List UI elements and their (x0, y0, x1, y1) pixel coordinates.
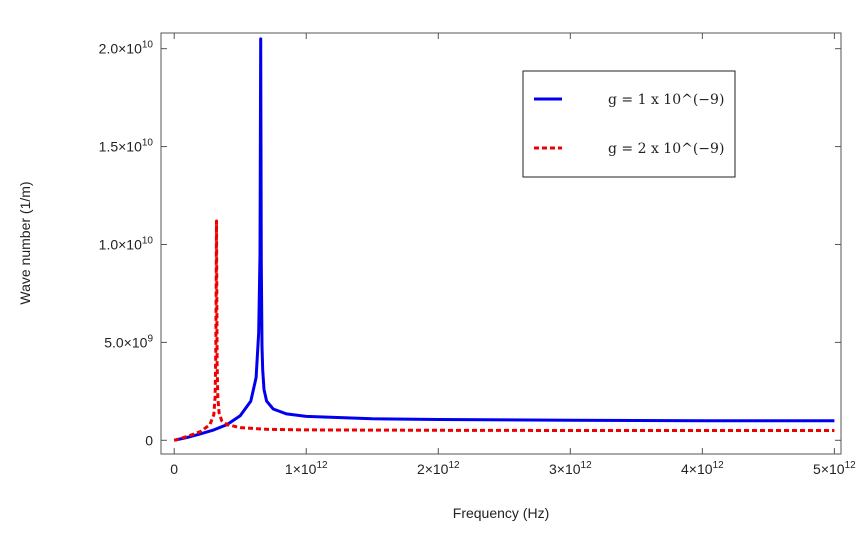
series-lines (173, 37, 835, 442)
x-tick-exponent: 12 (316, 460, 328, 471)
x-tick-label: 1×1012 (285, 460, 328, 477)
x-tick-label: 0 (170, 461, 178, 477)
axis-ticks: 0 1×1012 2×1012 3×1012 4×1012 5×1012 0 5.0×109 1… (99, 33, 856, 477)
y-tick-exponent: 10 (142, 235, 154, 246)
plot-frame (160, 32, 842, 455)
x-tick-exponent: 12 (448, 460, 460, 471)
series-line-1 (173, 37, 835, 442)
x-tick-label: 2×1012 (417, 460, 460, 477)
legend-label-series-2: g = 2 x 10^(−9) (608, 141, 724, 157)
y-tick-exponent: 10 (142, 40, 154, 51)
x-tick-exponent: 12 (713, 460, 725, 471)
y-tick-exponent: 9 (147, 333, 153, 344)
y-tick-label: 2.0×1010 (99, 40, 154, 57)
x-tick-label: 5×1012 (813, 460, 856, 477)
y-axis-title: Wave number (1/m) (17, 181, 33, 304)
x-tick-label: 4×1012 (681, 460, 724, 477)
y-tick-label: 5.0×109 (104, 333, 153, 350)
x-tick-exponent: 12 (845, 460, 857, 471)
y-tick-label: 0 (145, 432, 153, 448)
y-tick-label: 1.5×1010 (99, 138, 154, 155)
x-tick-label: 3×1012 (549, 460, 592, 477)
y-tick-exponent: 10 (142, 138, 154, 149)
x-axis-title: Frequency (Hz) (453, 505, 549, 521)
legend-box (522, 70, 736, 178)
legend-label-series-1: g = 1 x 10^(−9) (608, 92, 724, 108)
legend: g = 1 x 10^(−9) g = 2 x 10^(−9) (522, 70, 736, 178)
y-tick-label: 1.0×1010 (99, 235, 154, 252)
series-line-2 (173, 219, 835, 442)
x-tick-exponent: 12 (581, 460, 593, 471)
